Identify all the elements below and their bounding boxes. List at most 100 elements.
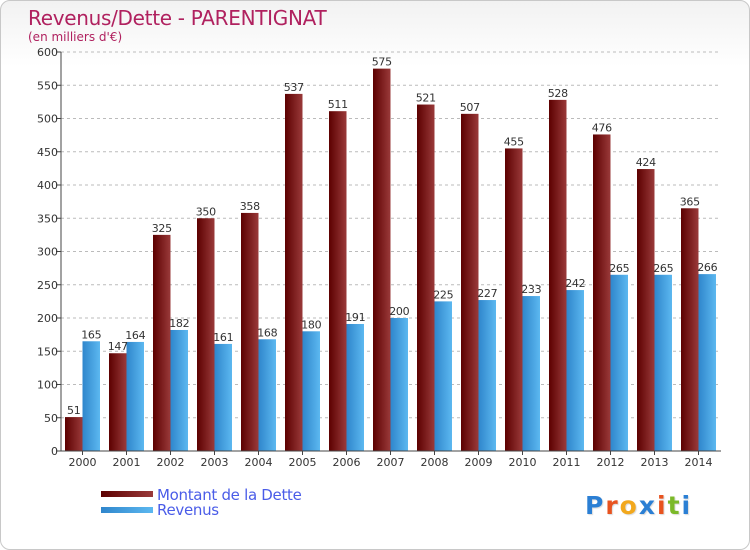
data-label-dette: 476 bbox=[592, 121, 612, 134]
y-tick-label: 100 bbox=[37, 379, 58, 392]
x-tick-label: 2002 bbox=[157, 456, 185, 469]
x-tick-label: 2007 bbox=[377, 456, 405, 469]
bar-dette bbox=[461, 113, 479, 451]
data-label-revenus: 164 bbox=[125, 329, 145, 342]
bar-dette bbox=[417, 104, 435, 451]
y-tick-label: 150 bbox=[37, 345, 58, 358]
data-label-dette: 358 bbox=[240, 200, 260, 213]
x-tick-label: 2004 bbox=[245, 456, 273, 469]
data-label-dette: 147 bbox=[108, 340, 128, 353]
x-tick-label: 2014 bbox=[685, 456, 713, 469]
x-tick-label: 2013 bbox=[641, 456, 669, 469]
y-tick-label: 550 bbox=[37, 79, 58, 92]
data-label-revenus: 161 bbox=[213, 331, 233, 344]
x-tick-label: 2008 bbox=[421, 456, 449, 469]
bar-dette bbox=[373, 68, 391, 451]
data-label-dette: 365 bbox=[680, 195, 700, 208]
bar-dette bbox=[241, 212, 259, 451]
bar-revenus bbox=[478, 300, 496, 451]
y-tick-label: 0 bbox=[51, 445, 58, 458]
bar-dette bbox=[153, 234, 171, 451]
x-tick-label: 2000 bbox=[69, 456, 97, 469]
bar-revenus bbox=[170, 329, 188, 451]
bar-revenus bbox=[566, 290, 584, 451]
data-label-dette: 507 bbox=[460, 101, 480, 114]
bar-revenus bbox=[302, 331, 320, 451]
axis-layer: 0 50 100 150 200 250 300 350 400 450 500 550 600 2000… bbox=[37, 46, 721, 469]
y-tick-label: 500 bbox=[37, 113, 58, 126]
data-label-dette: 511 bbox=[328, 98, 348, 111]
bar-dette bbox=[505, 148, 523, 452]
bar-dette bbox=[65, 417, 83, 451]
legend-swatch-dette bbox=[101, 491, 153, 497]
chart-subtitle: (en milliers d'€) bbox=[28, 30, 123, 44]
bar-revenus bbox=[82, 341, 100, 451]
bar-revenus bbox=[610, 274, 628, 451]
y-tick-label: 50 bbox=[44, 412, 58, 425]
x-tick-label: 2010 bbox=[509, 456, 537, 469]
y-tick-label: 250 bbox=[37, 279, 58, 292]
bar-revenus bbox=[126, 341, 144, 451]
bar-dette bbox=[285, 93, 303, 452]
x-tick-label: 2006 bbox=[333, 456, 361, 469]
bar-dette bbox=[593, 134, 611, 451]
legend-label-revenus: Revenus bbox=[157, 501, 219, 519]
data-label-revenus: 168 bbox=[257, 326, 277, 339]
x-tick-label: 2012 bbox=[597, 456, 625, 469]
x-tick-label: 2011 bbox=[553, 456, 581, 469]
legend-label-dette: Montant de la Dette bbox=[157, 486, 302, 504]
bar-dette bbox=[329, 111, 347, 451]
data-label-dette: 575 bbox=[372, 56, 392, 69]
data-label-dette: 424 bbox=[636, 156, 656, 169]
data-label-revenus: 200 bbox=[389, 305, 409, 318]
data-label-revenus: 265 bbox=[609, 262, 629, 275]
bar-dette bbox=[197, 218, 215, 451]
y-tick-label: 400 bbox=[37, 179, 58, 192]
data-label-revenus: 266 bbox=[697, 261, 717, 274]
y-tick-label: 200 bbox=[37, 312, 58, 325]
data-label-dette: 51 bbox=[67, 404, 80, 417]
data-label-dette: 537 bbox=[284, 81, 304, 94]
data-label-revenus: 227 bbox=[477, 287, 497, 300]
y-tick-label: 300 bbox=[37, 246, 58, 259]
bar-dette bbox=[637, 169, 655, 452]
data-label-dette: 528 bbox=[548, 87, 568, 100]
chart-title: Revenus/Dette - PARENTIGNAT bbox=[28, 6, 327, 30]
data-label-revenus: 182 bbox=[169, 317, 189, 330]
x-tick-label: 2009 bbox=[465, 456, 493, 469]
bar-dette bbox=[549, 99, 567, 451]
x-tick-label: 2001 bbox=[113, 456, 141, 469]
data-label-revenus: 233 bbox=[521, 283, 541, 296]
bar-revenus bbox=[346, 323, 364, 451]
bar-dette bbox=[109, 353, 127, 451]
x-tick-label: 2003 bbox=[201, 456, 229, 469]
data-label-dette: 455 bbox=[504, 135, 524, 148]
bars-layer bbox=[65, 68, 716, 452]
data-label-revenus: 225 bbox=[433, 288, 453, 301]
bar-revenus bbox=[698, 274, 716, 451]
data-label-revenus: 165 bbox=[81, 328, 101, 341]
data-label-dette: 325 bbox=[152, 222, 172, 235]
y-tick-label: 600 bbox=[37, 46, 58, 59]
y-tick-label: 350 bbox=[37, 212, 58, 225]
bar-revenus bbox=[654, 274, 672, 451]
legend-swatch-revenus bbox=[101, 507, 153, 513]
proxiti-logo: Proxiti bbox=[585, 491, 693, 520]
bar-revenus bbox=[214, 343, 232, 451]
bar-dette bbox=[681, 208, 699, 451]
bar-revenus bbox=[434, 301, 452, 451]
data-label-revenus: 191 bbox=[345, 311, 365, 324]
data-label-revenus: 180 bbox=[301, 318, 321, 331]
bar-revenus bbox=[522, 296, 540, 451]
y-tick-label: 450 bbox=[37, 146, 58, 159]
bar-revenus bbox=[258, 339, 276, 451]
data-label-revenus: 265 bbox=[653, 262, 673, 275]
x-tick-label: 2005 bbox=[289, 456, 317, 469]
data-label-dette: 521 bbox=[416, 92, 436, 105]
data-label-dette: 350 bbox=[196, 205, 216, 218]
bar-revenus bbox=[390, 318, 408, 451]
data-label-revenus: 242 bbox=[565, 277, 585, 290]
